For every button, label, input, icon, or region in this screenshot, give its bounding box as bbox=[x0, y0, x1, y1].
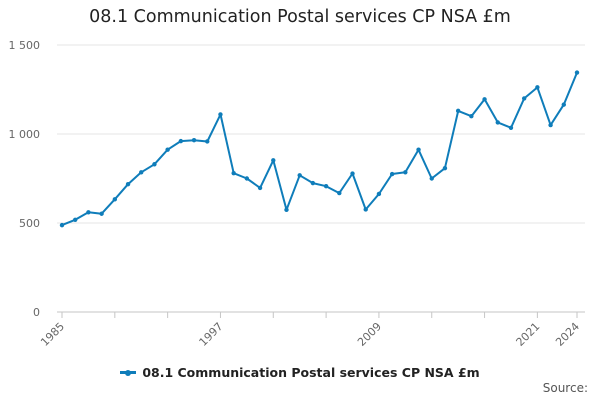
data-point bbox=[495, 120, 500, 125]
data-point bbox=[191, 138, 197, 143]
y-tick-label: 1 000 bbox=[9, 128, 41, 141]
data-point bbox=[152, 162, 157, 167]
data-point bbox=[139, 170, 144, 175]
chart-legend[interactable]: 08.1 Communication Postal services CP NS… bbox=[0, 365, 600, 380]
x-tick-label: 1997 bbox=[197, 320, 226, 349]
data-point bbox=[337, 190, 342, 196]
y-tick-label: 1 500 bbox=[9, 39, 41, 52]
data-point bbox=[99, 211, 104, 216]
data-point bbox=[59, 222, 65, 228]
chart-title: 08.1 Communication Postal services CP NS… bbox=[89, 7, 511, 27]
data-point bbox=[284, 207, 289, 213]
data-point bbox=[363, 207, 368, 212]
data-point bbox=[310, 180, 316, 186]
data-point bbox=[561, 102, 566, 107]
data-point bbox=[231, 170, 236, 176]
x-tick-label: 1985 bbox=[38, 320, 67, 349]
data-point bbox=[376, 191, 382, 197]
data-point bbox=[389, 171, 395, 177]
data-point bbox=[218, 112, 223, 117]
data-point bbox=[455, 108, 461, 114]
data-point bbox=[205, 139, 210, 144]
series-line bbox=[61, 71, 578, 227]
data-point bbox=[521, 96, 527, 101]
data-point bbox=[548, 122, 553, 128]
y-tick-label: 0 bbox=[33, 306, 40, 319]
x-tick-label: 2021 bbox=[514, 320, 543, 349]
data-point bbox=[271, 158, 276, 163]
data-point bbox=[323, 183, 329, 189]
x-tick-label: 2024 bbox=[553, 320, 582, 349]
legend-label: 08.1 Communication Postal services CP NS… bbox=[142, 365, 480, 380]
data-point bbox=[112, 197, 118, 202]
data-point bbox=[416, 147, 421, 152]
data-point bbox=[297, 173, 302, 178]
x-tick-label: 2009 bbox=[355, 320, 384, 349]
source-label: Source: bbox=[542, 381, 588, 395]
data-point bbox=[350, 171, 355, 176]
data-point bbox=[165, 147, 170, 152]
data-point bbox=[469, 114, 474, 119]
legend-dot-icon bbox=[125, 369, 132, 376]
data-point bbox=[429, 176, 434, 181]
data-point bbox=[178, 138, 184, 144]
data-point bbox=[403, 170, 408, 175]
data-point bbox=[442, 165, 448, 171]
data-point bbox=[508, 125, 514, 130]
y-tick-label: 500 bbox=[19, 217, 40, 230]
data-point bbox=[244, 176, 250, 181]
data-point bbox=[535, 85, 540, 90]
legend-line-marker-icon bbox=[120, 369, 137, 376]
data-point bbox=[482, 97, 487, 102]
data-point bbox=[73, 217, 78, 222]
data-point bbox=[86, 210, 91, 215]
data-point bbox=[574, 70, 580, 75]
data-point bbox=[257, 185, 263, 191]
data-point bbox=[125, 181, 131, 187]
